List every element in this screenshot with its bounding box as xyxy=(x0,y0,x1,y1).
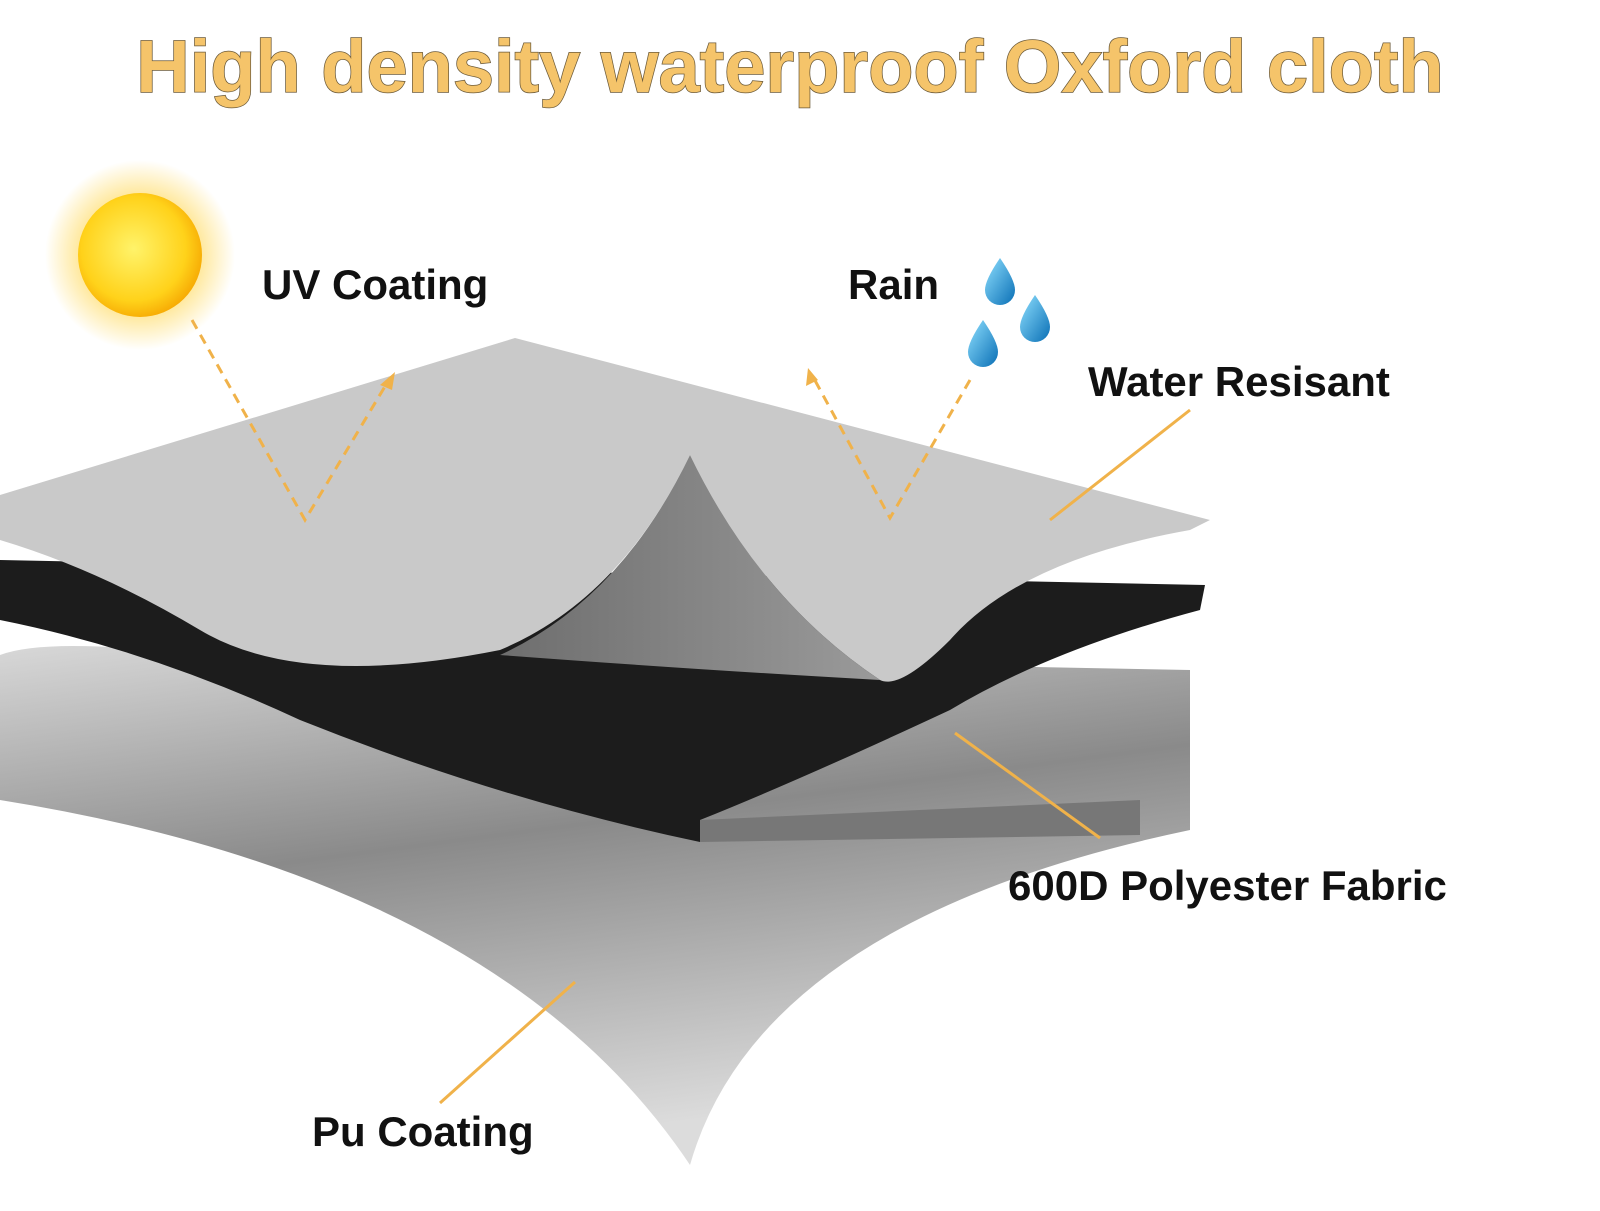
rain-arrow xyxy=(810,374,972,522)
uv-layer xyxy=(0,338,1210,682)
label: Pu Coating xyxy=(312,1108,534,1155)
label: UV Coating xyxy=(262,261,488,308)
pu-layer xyxy=(0,646,1190,1165)
uv-arrow xyxy=(190,319,392,523)
sun xyxy=(78,193,202,317)
label: 600D Polyester Fabric xyxy=(1008,862,1447,909)
leader xyxy=(438,980,577,1105)
arrowhead xyxy=(380,372,395,390)
label: Rain xyxy=(848,261,939,308)
leader xyxy=(1049,408,1191,522)
title: High density waterproof Oxford cloth xyxy=(136,25,1443,108)
curl xyxy=(500,455,880,680)
rain-drops xyxy=(968,258,1050,367)
leader xyxy=(954,731,1101,840)
arrowhead xyxy=(806,368,818,386)
label: Water Resisant xyxy=(1088,358,1390,405)
fabric-edge xyxy=(700,800,1140,842)
